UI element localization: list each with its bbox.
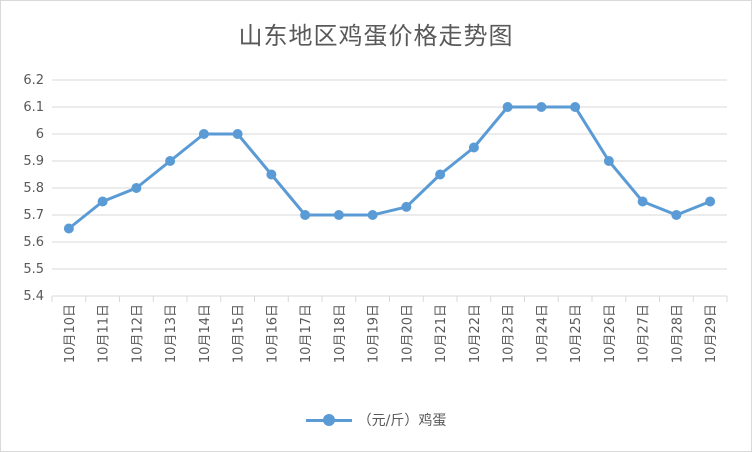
x-tick-label: 10月23日 — [502, 304, 517, 363]
x-tick-label: 10月19日 — [367, 304, 382, 363]
x-tick-label: 10月18日 — [333, 304, 348, 363]
y-tick-label: 5.4 — [23, 289, 44, 304]
legend-swatch — [305, 412, 352, 428]
y-tick-label: 5.9 — [23, 154, 44, 169]
x-tick-label: 10月12日 — [130, 304, 145, 363]
data-point — [300, 210, 311, 220]
legend: （元/斤）鸡蛋 — [0, 410, 752, 430]
x-tick-label: 10月24日 — [535, 304, 550, 363]
x-tick-label: 10月17日 — [299, 304, 314, 363]
data-point — [705, 196, 716, 207]
data-point — [570, 102, 581, 112]
data-point — [536, 102, 547, 112]
x-tick-label: 10月15日 — [232, 304, 247, 363]
x-tick-label: 10月28日 — [670, 304, 685, 363]
data-point — [266, 169, 277, 180]
data-point — [63, 223, 74, 234]
y-tick-label: 5.7 — [23, 208, 44, 223]
x-tick-label: 10月16日 — [265, 304, 280, 363]
x-tick-label: 10月10日 — [63, 304, 78, 363]
data-point — [131, 183, 142, 193]
x-tick-label: 10月25日 — [569, 304, 584, 363]
data-point — [637, 196, 648, 207]
data-point — [97, 196, 108, 207]
y-tick-label: 5.5 — [23, 262, 44, 277]
x-tick-label: 10月20日 — [400, 304, 415, 363]
y-tick-label: 5.6 — [23, 235, 44, 250]
data-point — [333, 210, 344, 220]
y-tick-label: 6.2 — [23, 73, 44, 88]
data-point — [671, 210, 682, 220]
data-point — [603, 156, 614, 166]
y-tick-label: 6.1 — [23, 100, 44, 115]
chart-title: 山东地区鸡蛋价格走势图 — [238, 22, 514, 50]
x-tick-label: 10月26日 — [603, 304, 618, 363]
data-point — [232, 129, 243, 139]
x-tick-label: 10月14日 — [198, 304, 213, 363]
data-point — [468, 142, 479, 153]
data-point — [367, 210, 378, 220]
x-tick-label: 10月11日 — [97, 304, 112, 363]
x-tick-label: 10月22日 — [468, 304, 483, 363]
x-tick-label: 10月21日 — [434, 304, 449, 363]
x-tick-label: 10月27日 — [637, 304, 652, 363]
x-tick-label: 10月29日 — [704, 304, 719, 363]
data-point — [401, 201, 412, 212]
x-tick-label: 10月13日 — [164, 304, 179, 363]
y-tick-label: 5.8 — [23, 181, 44, 196]
data-point — [435, 169, 446, 180]
legend-label: （元/斤）鸡蛋 — [357, 413, 447, 429]
data-point — [502, 102, 513, 112]
data-point — [198, 129, 209, 139]
data-point — [165, 156, 176, 166]
y-tick-label: 6 — [36, 127, 44, 142]
series-line — [67, 105, 711, 230]
